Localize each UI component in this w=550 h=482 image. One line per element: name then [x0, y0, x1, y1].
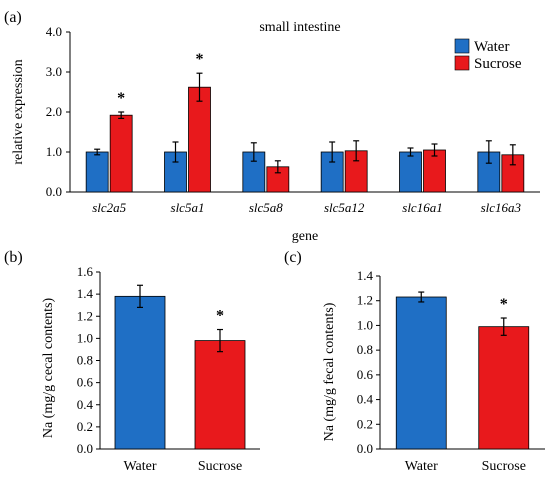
panel-label-c: (c) [284, 249, 302, 266]
chart-c-ytick-label: 0.2 [357, 416, 373, 431]
chart-c-ylabel: Na (mg/g fecal contents) [322, 302, 337, 441]
chart-b-ytick-label: 1.0 [77, 330, 93, 345]
chart-c-bar-water [395, 296, 447, 450]
chart-a-plot: 0.0 1.0 2.0 3.0 4.0 slc2a5 * slc5a1 * slc5a8 slc5a… [46, 24, 540, 215]
chart-c-ytick-label: 1.2 [357, 293, 373, 308]
chart-a-significance-star: * [117, 90, 125, 107]
chart-a-significance-star: * [196, 51, 204, 68]
chart-c-ytick-label: 1.0 [357, 317, 373, 332]
chart-b-significance-star: * [216, 308, 224, 325]
chart-c-category-label: Water [405, 459, 438, 474]
chart-a-bar-sucrose [109, 114, 133, 193]
chart-b-ytick-label: 1.6 [77, 264, 94, 279]
chart-a-ytick-label: 4.0 [46, 24, 62, 39]
chart-b-ytick-label: 0.4 [77, 397, 94, 412]
chart-b-bar-sucrose [194, 340, 246, 450]
chart-a-ytick-label: 0.0 [46, 184, 62, 199]
chart-a-ytick-label: 2.0 [46, 104, 62, 119]
legend-label-water: Water [474, 39, 509, 55]
chart-c-plot: 0.0 0.2 0.4 0.6 0.8 1.0 1.2 1.4 Water Sucrose * [357, 268, 545, 474]
chart-c-ytick-label: 0.4 [357, 392, 374, 407]
chart-b-ytick-label: 0.8 [77, 353, 93, 368]
chart-a-category-label: slc16a3 [481, 200, 522, 215]
chart-b-ytick-label: 0.2 [77, 419, 93, 434]
chart-c-ytick-label: 0.8 [357, 342, 373, 357]
legend-swatch-water [454, 38, 470, 54]
chart-a-category-label: slc16a1 [402, 200, 442, 215]
chart-c-ytick-label: 0.6 [357, 367, 374, 382]
legend-label-sucrose: Sucrose [474, 56, 522, 72]
chart-a-legend: Water Sucrose [454, 38, 522, 72]
chart-c-bar-sucrose [478, 326, 530, 450]
chart-b-ytick-label: 1.4 [77, 286, 94, 301]
chart-a-category-label: slc5a8 [249, 200, 283, 215]
chart-a-ytick-label: 1.0 [46, 144, 62, 159]
chart-b-category-label: Sucrose [198, 459, 242, 474]
panel-label-a: (a) [4, 9, 22, 26]
chart-a-ylabel: relative expression [11, 59, 26, 164]
chart-a-bar-sucrose [188, 86, 211, 193]
chart-c-ytick-label: 0.0 [357, 441, 373, 456]
legend-swatch-sucrose [454, 55, 470, 71]
chart-a-category-label: slc5a1 [171, 200, 205, 215]
chart-a-bar-water [85, 151, 109, 193]
chart-c-significance-star: * [500, 296, 508, 313]
chart-a-xlabel: gene [292, 229, 318, 244]
chart-c-ytick-label: 1.4 [357, 268, 374, 283]
chart-b-ytick-label: 0.6 [77, 375, 94, 390]
chart-b-ylabel: Na (mg/g cecal contents) [41, 297, 56, 438]
chart-b-ytick-label: 0.0 [77, 441, 93, 456]
chart-b-ytick-label: 1.2 [77, 308, 93, 323]
chart-b-plot: 0.0 0.2 0.4 0.6 0.8 1.0 1.2 1.4 1.6 Water Sucrose * [77, 264, 260, 474]
chart-a-bar-water [399, 151, 422, 193]
chart-a-category-label: slc5a12 [324, 200, 365, 215]
chart-a-ytick-label: 3.0 [46, 64, 62, 79]
chart-c-category-label: Sucrose [482, 459, 526, 474]
panel-label-b: (b) [4, 249, 23, 266]
chart-b-bar-water [114, 295, 166, 450]
chart-b-category-label: Water [123, 459, 156, 474]
chart-a-title: small intestine [259, 20, 340, 35]
chart-a-category-label: slc2a5 [92, 200, 126, 215]
